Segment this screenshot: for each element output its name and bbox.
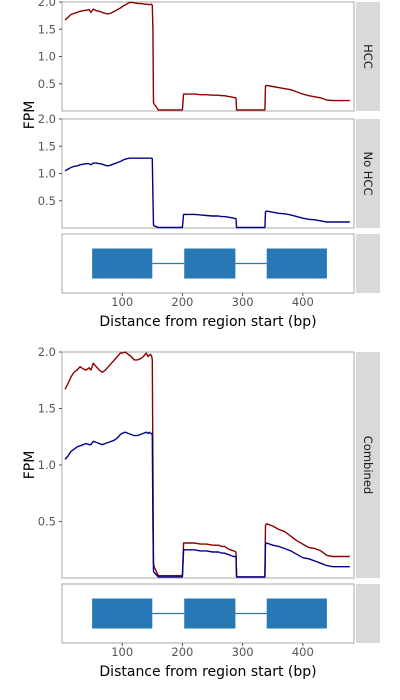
facet-strip [356,2,380,111]
series-line-no-hcc [64,431,350,578]
panel-frame [61,1,355,112]
y-tick-label: 1.0 [38,167,56,181]
y-tick-label: 1.5 [38,22,56,36]
exon-block [266,248,327,279]
y-tick-label: 0.5 [38,194,56,208]
y-axis-title-bottom: FPM [22,451,38,480]
y-tick-label: 1.0 [38,50,56,64]
x-axis-title: Distance from region start (bp) [99,664,316,680]
x-tick-label: 200 [171,645,193,659]
y-tick-label: 2.0 [38,112,56,126]
gene-model-top: 100 200 300 400 Distance from region start (… [61,233,380,330]
facet-strip-label: HCC [361,44,375,69]
exon-block [184,598,236,629]
y-tick-label: 0.5 [38,77,56,91]
y-tick-label: 0.5 [38,515,56,529]
facet-strip-label: Combined [361,436,375,494]
y-tick-label: 1.5 [38,402,56,416]
x-tick-label: 100 [111,295,133,309]
x-tick-label: 400 [292,295,314,309]
y-axis-title-top: FPM [22,101,38,130]
exon-block [92,248,153,279]
y-tick-label: 2.0 [38,345,56,359]
series-line-hcc [64,1,350,111]
series-line-no-hcc [64,157,350,229]
panel-combined: Combined 0.5 1.0 1.5 2.0 [38,345,380,579]
panel-no-hcc: No HCC 0.5 1.0 1.5 2.0 [38,112,380,229]
facet-strip [356,352,380,578]
exon-block [266,598,327,629]
panel-frame [61,118,355,229]
x-tick-label: 300 [232,645,254,659]
facet-strip [356,119,380,228]
gene-model-strip [356,584,380,643]
y-tick-label: 1.0 [38,458,56,472]
x-tick-label: 400 [292,645,314,659]
x-tick-label: 100 [111,645,133,659]
gene-model-strip [356,234,380,293]
x-tick-label: 200 [171,295,193,309]
y-tick-label: 2.0 [38,0,56,9]
x-axis-title: Distance from region start (bp) [99,314,316,330]
gene-model-bottom: 100 200 300 400 Distance from region start (… [61,583,380,680]
exon-block [92,598,153,629]
x-tick-label: 300 [232,295,254,309]
panel-frame [61,351,355,579]
exon-block [184,248,236,279]
y-tick-label: 1.5 [38,139,56,153]
facet-strip-label: No HCC [361,151,375,195]
panel-hcc: HCC 0.5 1.0 1.5 2.0 [38,0,380,112]
